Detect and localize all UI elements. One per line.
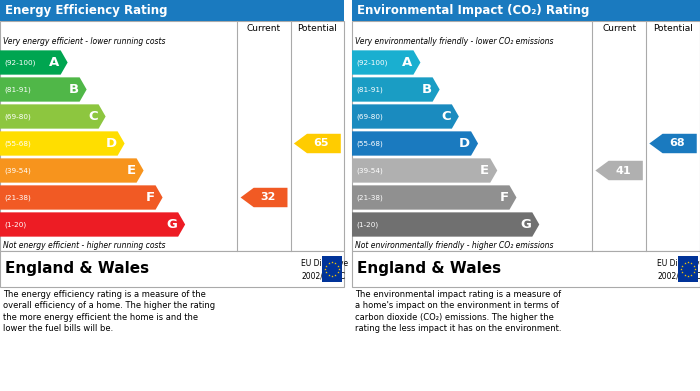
Polygon shape	[0, 158, 144, 183]
Text: (39-54): (39-54)	[356, 167, 383, 174]
Text: Very environmentally friendly - lower CO₂ emissions: Very environmentally friendly - lower CO…	[355, 38, 554, 47]
Text: The energy efficiency rating is a measure of the
overall efficiency of a home. T: The energy efficiency rating is a measur…	[3, 290, 215, 334]
Text: 68: 68	[669, 138, 685, 149]
Polygon shape	[352, 77, 440, 102]
Polygon shape	[352, 212, 539, 237]
Text: Current: Current	[602, 24, 636, 33]
Text: F: F	[146, 191, 155, 204]
Polygon shape	[0, 131, 125, 156]
Polygon shape	[650, 134, 696, 153]
Text: G: G	[167, 218, 177, 231]
Text: F: F	[499, 191, 508, 204]
Text: C: C	[441, 110, 451, 123]
Text: 2002/91/EC: 2002/91/EC	[657, 272, 700, 281]
Polygon shape	[0, 185, 162, 210]
Text: The environmental impact rating is a measure of
a home's impact on the environme: The environmental impact rating is a mea…	[355, 290, 561, 334]
Bar	[0, 0, 344, 21]
Text: B: B	[421, 83, 432, 96]
Text: (69-80): (69-80)	[4, 113, 31, 120]
Text: Very energy efficient - lower running costs: Very energy efficient - lower running co…	[3, 38, 165, 47]
Polygon shape	[0, 104, 106, 129]
Polygon shape	[0, 50, 68, 75]
Polygon shape	[352, 158, 497, 183]
Polygon shape	[352, 131, 478, 156]
Text: (81-91): (81-91)	[356, 86, 383, 93]
Text: Not environmentally friendly - higher CO₂ emissions: Not environmentally friendly - higher CO…	[355, 240, 554, 249]
Text: England & Wales: England & Wales	[357, 262, 501, 276]
Text: (1-20): (1-20)	[356, 221, 378, 228]
Text: D: D	[106, 137, 117, 150]
Polygon shape	[0, 212, 185, 237]
Bar	[322, 256, 342, 282]
Text: 65: 65	[314, 138, 329, 149]
Text: B: B	[69, 83, 78, 96]
Text: (39-54): (39-54)	[4, 167, 31, 174]
Text: E: E	[127, 164, 136, 177]
Text: A: A	[50, 56, 60, 69]
Bar	[678, 256, 698, 282]
Polygon shape	[294, 134, 341, 153]
Text: (21-38): (21-38)	[4, 194, 31, 201]
Text: (55-68): (55-68)	[4, 140, 31, 147]
Text: A: A	[402, 56, 412, 69]
Text: Current: Current	[247, 24, 281, 33]
Text: G: G	[520, 218, 531, 231]
Text: (69-80): (69-80)	[356, 113, 383, 120]
Text: (92-100): (92-100)	[4, 59, 36, 66]
Text: C: C	[88, 110, 97, 123]
Text: (92-100): (92-100)	[356, 59, 387, 66]
Text: 32: 32	[260, 192, 276, 203]
Text: (1-20): (1-20)	[4, 221, 26, 228]
Text: E: E	[480, 164, 489, 177]
Text: EU Directive: EU Directive	[657, 259, 700, 268]
Polygon shape	[596, 161, 643, 180]
Text: (55-68): (55-68)	[356, 140, 383, 147]
Text: Potential: Potential	[298, 24, 337, 33]
Bar	[352, 251, 700, 287]
Text: Potential: Potential	[653, 24, 693, 33]
Text: Energy Efficiency Rating: Energy Efficiency Rating	[5, 4, 167, 17]
Bar	[352, 21, 700, 251]
Polygon shape	[352, 104, 459, 129]
Text: (21-38): (21-38)	[356, 194, 383, 201]
Text: 2002/91/EC: 2002/91/EC	[301, 272, 345, 281]
Polygon shape	[241, 188, 288, 207]
Text: Environmental Impact (CO₂) Rating: Environmental Impact (CO₂) Rating	[357, 4, 589, 17]
Text: EU Directive: EU Directive	[301, 259, 348, 268]
Text: (81-91): (81-91)	[4, 86, 31, 93]
Text: 41: 41	[615, 165, 631, 176]
Bar	[0, 21, 344, 251]
Text: D: D	[459, 137, 470, 150]
Text: England & Wales: England & Wales	[5, 262, 149, 276]
Bar	[352, 0, 700, 21]
Polygon shape	[352, 185, 517, 210]
Bar	[0, 251, 344, 287]
Text: Not energy efficient - higher running costs: Not energy efficient - higher running co…	[3, 240, 165, 249]
Polygon shape	[0, 77, 87, 102]
Polygon shape	[352, 50, 421, 75]
